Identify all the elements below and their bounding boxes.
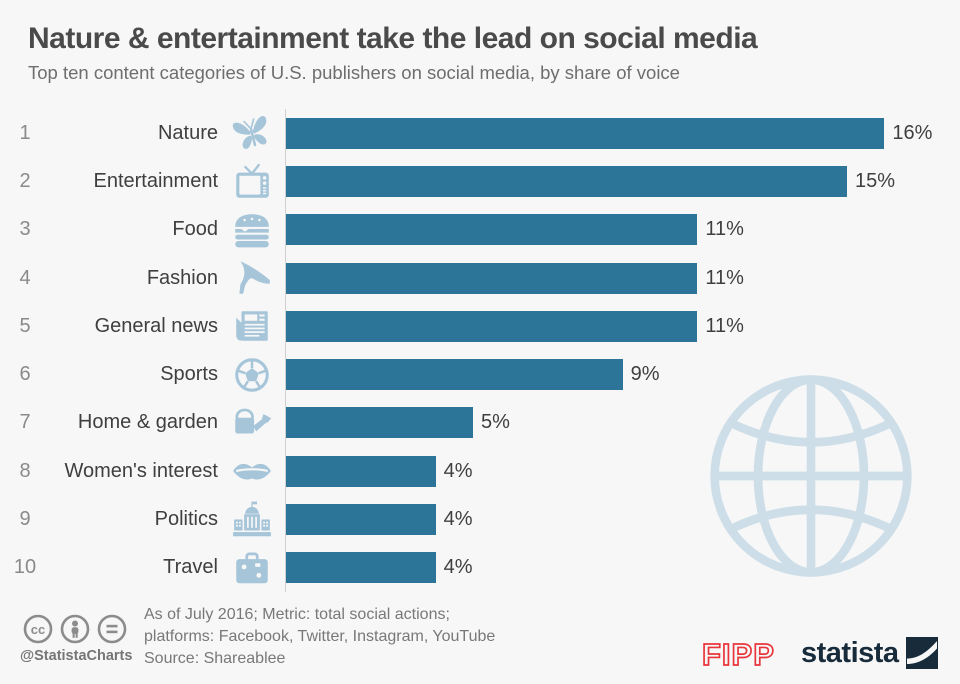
bar (286, 359, 623, 391)
bar-zone: 11% (285, 205, 960, 254)
value-label: 11% (705, 314, 744, 337)
globe-icon (710, 375, 912, 577)
category-label: Travel (163, 556, 218, 579)
rank-label: 8 (19, 459, 31, 482)
suitcase-icon (218, 547, 285, 589)
value-label: 11% (705, 266, 744, 289)
category-label: Entertainment (93, 169, 218, 192)
bar-zone: 5% (285, 398, 960, 448)
category-label: Politics (154, 508, 218, 531)
footnote-line-1: As of July 2016; Metric: total social ac… (144, 606, 450, 623)
chart-row: 1 Nature 16% (0, 109, 960, 158)
attribution-person-icon (60, 614, 90, 644)
category-label: Home & garden (77, 411, 218, 434)
chart-header: Nature & entertainment take the lead on … (28, 22, 940, 84)
bar (286, 262, 698, 294)
rank-label: 9 (19, 508, 31, 531)
bar-zone: 4% (285, 495, 960, 544)
chart-title: Nature & entertainment take the lead on … (28, 22, 758, 55)
butterfly-icon (218, 111, 285, 155)
value-label: 15% (855, 169, 896, 192)
value-label: 4% (443, 556, 473, 579)
capitol-icon (218, 499, 285, 541)
no-derivatives-equals-icon (97, 614, 127, 644)
bar-zone: 11% (285, 253, 960, 303)
svg-text:FIPP: FIPP (702, 637, 775, 672)
value-label: 11% (705, 218, 744, 241)
chart-row: 9 Politics (0, 495, 960, 544)
category-label: General news (94, 314, 218, 337)
bar (286, 407, 473, 439)
statista-charts-handle: @StatistaCharts (20, 648, 133, 664)
value-label: 16% (892, 121, 933, 144)
statista-logo-text: statista (801, 637, 899, 669)
chart-subtitle: Top ten content categories of U.S. publi… (28, 62, 680, 83)
value-label: 4% (443, 508, 473, 531)
cc-icon: cc (23, 614, 53, 644)
bar-zone: 11% (285, 302, 960, 351)
chart-row: 8 Women's interest 4% (0, 447, 960, 496)
rank-label: 1 (19, 121, 31, 144)
statista-swoosh-icon (905, 637, 938, 669)
chart-row: 2 Entertainment 15% (0, 157, 960, 206)
chart-row: 6 Sports 9% (0, 350, 960, 399)
fipp-logo: FIPP (701, 637, 775, 673)
bar-chart: 1 Nature 16% 2 (0, 109, 960, 592)
bar-zone: 4% (285, 543, 960, 592)
category-label: Sports (160, 363, 218, 386)
tv-icon (218, 160, 285, 202)
svg-text:cc: cc (31, 622, 45, 637)
chart-footnote: As of July 2016; Metric: total social ac… (144, 604, 495, 647)
chart-row: 4 Fashion 11% (0, 253, 960, 303)
source-label: Source: Shareablee (144, 650, 286, 667)
high-heel-icon (218, 257, 285, 299)
bar (286, 504, 436, 536)
watering-can-icon (218, 402, 285, 444)
category-label: Nature (157, 121, 218, 144)
bar (286, 117, 885, 149)
chart-row: 3 Food 11% (0, 205, 960, 254)
chart-row: 10 Travel 4% (0, 543, 960, 592)
bar (286, 214, 698, 246)
lips-icon (218, 450, 285, 492)
statista-logo: statista (801, 637, 938, 669)
bar (286, 165, 847, 197)
rank-label: 10 (13, 556, 37, 579)
value-label: 9% (630, 363, 660, 386)
bar-zone: 15% (285, 157, 960, 206)
rank-label: 7 (19, 411, 31, 434)
bar-zone: 4% (285, 447, 960, 496)
bar (286, 455, 436, 487)
newspaper-icon (218, 305, 285, 347)
category-label: Women's interest (64, 459, 218, 482)
value-label: 5% (481, 411, 510, 434)
chart-row: 5 General news 11% (0, 302, 960, 351)
rank-label: 3 (19, 218, 31, 241)
rank-label: 5 (19, 314, 31, 337)
rank-label: 4 (19, 266, 31, 289)
rank-label: 2 (19, 169, 31, 192)
value-label: 4% (443, 459, 473, 482)
footnote-line-2: platforms: Facebook, Twitter, Instagram,… (144, 627, 496, 645)
bar-zone: 16% (285, 109, 960, 158)
creative-commons-license: cc (23, 614, 127, 644)
rank-label: 6 (19, 363, 31, 386)
chart-row: 7 Home & garden 5% (0, 398, 960, 448)
bar (286, 310, 698, 342)
bar-zone: 9% (285, 350, 960, 399)
category-label: Food (172, 218, 218, 241)
bar (286, 552, 436, 584)
category-label: Fashion (146, 266, 218, 289)
soccer-ball-icon (218, 354, 285, 396)
burger-icon (218, 209, 285, 251)
